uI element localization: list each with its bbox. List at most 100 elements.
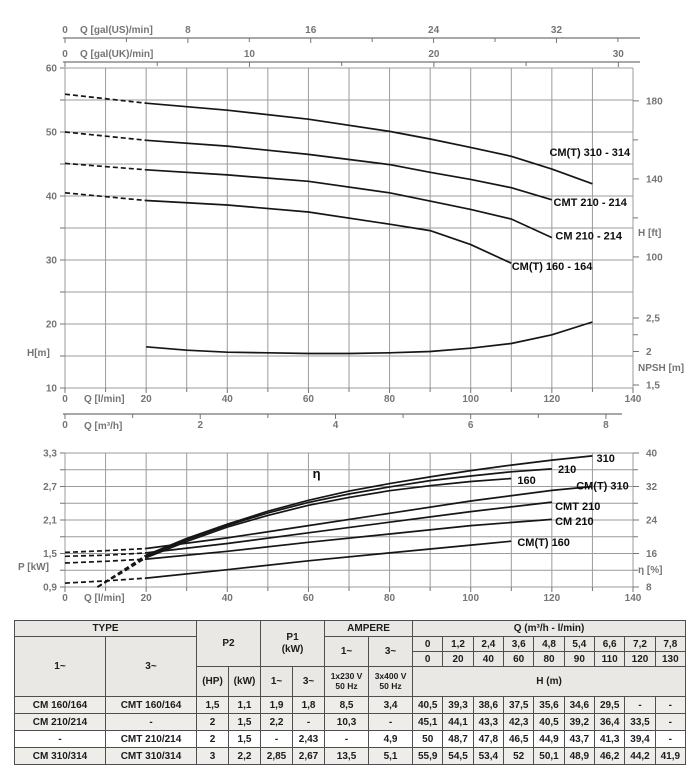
top-axis-tick-label: 32 <box>551 25 563 36</box>
cell-h: 39,3 <box>442 696 474 714</box>
header-voltage-1ph: 1x230 V 50 Hz <box>324 666 370 697</box>
header-voltage-3ph: 3x400 V 50 Hz <box>368 666 414 697</box>
pump-spec-table: TYPE P2 P1 (kW) AMPERE Q (m³/h - l/min) … <box>14 620 687 765</box>
spec-table-wrap: TYPE P2 P1 (kW) AMPERE Q (m³/h - l/min) … <box>14 620 687 765</box>
cell-amp-1ph: 13,5 <box>324 747 370 765</box>
cell-h: 40,5 <box>412 696 444 714</box>
curve-label-eta 160: 160 <box>517 475 535 487</box>
header-q-m3h: 5,4 <box>563 636 596 652</box>
x-tick-label: 6 <box>468 420 474 431</box>
cell-p2-kw: 1,5 <box>227 713 262 731</box>
x-tick-label: 4 <box>333 420 339 431</box>
x-axis-caption: Q [m³/h] <box>84 421 122 432</box>
y-axis-caption: P [kW] <box>18 562 49 573</box>
y-tick-label: 2,1 <box>43 516 57 527</box>
cell-p2-hp: 2 <box>196 713 229 731</box>
cell-h: - <box>654 696 687 714</box>
header-p2: P2 <box>195 620 262 667</box>
header-q-m3h: 7,2 <box>624 636 656 652</box>
cell-p1-1ph: 1,9 <box>260 696 294 714</box>
cell-p1-3ph: 2,43 <box>292 730 326 748</box>
curve-label-CMT 210: CMT 210 <box>555 501 600 513</box>
cell-p2-hp: 3 <box>196 747 229 765</box>
header-p1-3ph: 3~ <box>292 666 326 697</box>
top-axis-tick-label: 0 <box>62 25 68 36</box>
cell-h: 52 <box>503 747 535 765</box>
annotation-eta: η <box>313 466 321 481</box>
voltage-1ph-freq: 50 Hz <box>335 680 358 691</box>
curve-dashed-CMT 210 <box>64 552 147 558</box>
top-axis-tick-label: 8 <box>185 25 191 36</box>
top-axis-caption: Q [gal(UK)/min] <box>80 49 153 60</box>
cell-type-1ph: - <box>14 730 106 748</box>
cell-p2-kw: 2,2 <box>227 747 262 765</box>
cell-h: 43,7 <box>563 730 596 748</box>
right-tick-label: 2 <box>646 347 652 358</box>
cell-h: 54,5 <box>442 747 474 765</box>
header-q-m3h: 1,2 <box>442 636 474 652</box>
table-row-cmt210: - CMT 210/214 2 1,5 - 2,43 - 4,9 50 48,7… <box>14 730 687 748</box>
voltage-1ph-value: 1x230 V <box>330 670 363 681</box>
header-q: Q (m³/h - l/min) <box>412 620 686 637</box>
table-header-row-3: 0 20 40 60 80 90 110 120 130 <box>15 651 687 667</box>
right-tick-label: 140 <box>646 174 663 185</box>
header-q-m3h: 4,8 <box>533 636 565 652</box>
y-tick-label: 50 <box>46 128 58 139</box>
x-tick-label: 20 <box>141 593 153 604</box>
right-axis-caption: NPSH [m] <box>638 363 684 374</box>
curve-label-eta 210: 210 <box>558 464 576 476</box>
top-axis-tick-label: 0 <box>62 49 68 60</box>
header-ampere: AMPERE <box>324 620 414 637</box>
x-tick-label: 80 <box>384 593 396 604</box>
cell-p1-1ph: 2,85 <box>260 747 294 765</box>
cell-amp-3ph: - <box>368 713 414 731</box>
x-tick-label: 2 <box>197 420 203 431</box>
cell-p2-kw: 1,5 <box>227 730 262 748</box>
curve-CM(T) 160 - 164 <box>146 199 512 264</box>
header-p2-hp: (HP) <box>196 666 229 697</box>
header-p2-kw: (kW) <box>227 666 262 697</box>
y-tick-label: 10 <box>46 384 58 395</box>
x-tick-label: 0 <box>62 394 68 405</box>
cell-amp-1ph: 10,3 <box>324 713 370 731</box>
right-axis-caption: η [%] <box>638 565 662 576</box>
cell-h: 50 <box>412 730 444 748</box>
cell-type-1ph: CM 160/164 <box>14 696 106 714</box>
x-tick-label: 140 <box>625 394 642 405</box>
cell-type-1ph: CM 210/214 <box>14 713 106 731</box>
cell-h: - <box>624 696 656 714</box>
table-header-row-1: TYPE P2 P1 (kW) AMPERE Q (m³/h - l/min) <box>14 620 686 667</box>
right-tick-label: 8 <box>646 583 652 594</box>
header-q-m3h: 7,8 <box>654 636 687 652</box>
table-row-cm310: CM 310/314 CMT 310/314 3 2,2 2,85 2,67 1… <box>14 747 687 765</box>
bottom-axis-0-1: 0 2 4 6 8 Q [m³/h] <box>62 413 622 432</box>
cell-type-3ph: CMT 310/314 <box>105 747 197 765</box>
x-axis-caption: Q [l/min] <box>84 394 125 405</box>
cell-type-3ph: CMT 210/214 <box>105 730 197 748</box>
cell-p1-1ph: 2,2 <box>260 713 294 731</box>
curve-dashed-CM 210 <box>64 558 147 564</box>
cell-h: 44,1 <box>442 713 474 731</box>
header-p1: P1 (kW) <box>260 620 326 667</box>
curve-label-CM 210: CM 210 <box>555 516 594 528</box>
header-q-lmin: 80 <box>533 651 565 667</box>
right-tick-label: 180 <box>646 96 663 107</box>
cell-h: 44,9 <box>533 730 565 748</box>
top-axis-0: 0 8 16 24 32 Q [gal(US)/min] <box>62 25 640 43</box>
cell-h: 48,7 <box>442 730 474 748</box>
right-axis-ft: 180 140 100 H [ft] <box>633 96 663 263</box>
header-q-lmin: 110 <box>594 651 626 667</box>
right-tick-label: 100 <box>646 252 663 263</box>
y-tick-label: 3,3 <box>43 449 57 460</box>
x-tick-label: 100 <box>462 593 479 604</box>
cell-h: - <box>654 730 687 748</box>
cell-h: 44,2 <box>624 747 656 765</box>
curve-CMT 210 <box>146 501 552 554</box>
cell-p2-hp: 1,5 <box>196 696 229 714</box>
header-q-lmin: 0 <box>412 651 444 667</box>
cell-h: 40,5 <box>533 713 565 731</box>
right-axis-eta: 40 32 24 16 8 η [%] <box>633 449 662 594</box>
curve-label-CM(T) 160 - 164: CM(T) 160 - 164 <box>512 261 594 273</box>
